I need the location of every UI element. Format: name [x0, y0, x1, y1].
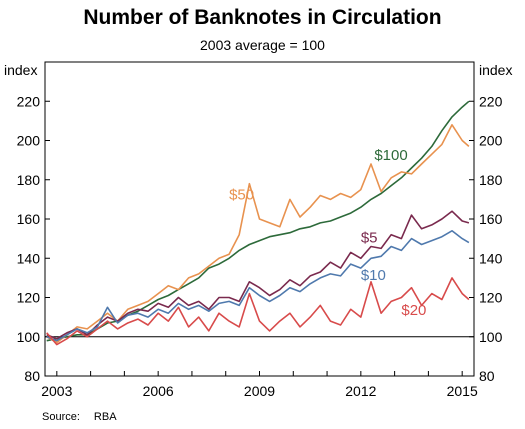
series-line [46, 277, 470, 346]
series-label: $20 [401, 302, 426, 319]
x-tick-label: 2012 [345, 383, 376, 399]
chart-subtitle: 2003 average = 100 [200, 37, 325, 53]
y-tick-label-left: 80 [24, 368, 40, 384]
y-axis-label-right: index [479, 62, 512, 78]
y-tick-label-right: 160 [479, 211, 503, 227]
y-tick-label-left: 120 [17, 290, 41, 306]
y-tick-label-right: 80 [479, 368, 495, 384]
y-tick-label-left: 200 [17, 133, 41, 149]
series-label: $50 [229, 186, 254, 203]
chart-title: Number of Banknotes in Circulation [83, 6, 442, 29]
y-tick-label-right: 220 [479, 93, 503, 109]
y-tick-label-right: 180 [479, 172, 503, 188]
x-tick-label: 2006 [143, 383, 174, 399]
y-tick-label-left: 160 [17, 211, 41, 227]
y-tick-label-right: 200 [479, 133, 503, 149]
source-value: RBA [93, 411, 117, 423]
x-tick-label: 2015 [447, 383, 478, 399]
x-tick-label: 2009 [244, 383, 275, 399]
y-tick-label-right: 120 [479, 290, 503, 306]
y-tick-label-right: 140 [479, 250, 503, 266]
source-note: Source: RBA [42, 411, 131, 423]
y-axis-label-left: index [4, 62, 37, 78]
series-label: $5 [361, 230, 378, 247]
y-tick-label-left: 180 [17, 172, 41, 188]
series-line [46, 210, 470, 340]
y-tick-label-left: 100 [17, 329, 41, 345]
x-tick-label: 2003 [41, 383, 72, 399]
source-label: Source: [42, 411, 80, 423]
series-label: $10 [361, 267, 386, 284]
y-tick-label-right: 100 [479, 329, 503, 345]
y-tick-label-left: 140 [17, 250, 41, 266]
y-tick-label-left: 220 [17, 93, 41, 109]
series-label: $100 [374, 147, 407, 164]
series-line [46, 230, 470, 342]
